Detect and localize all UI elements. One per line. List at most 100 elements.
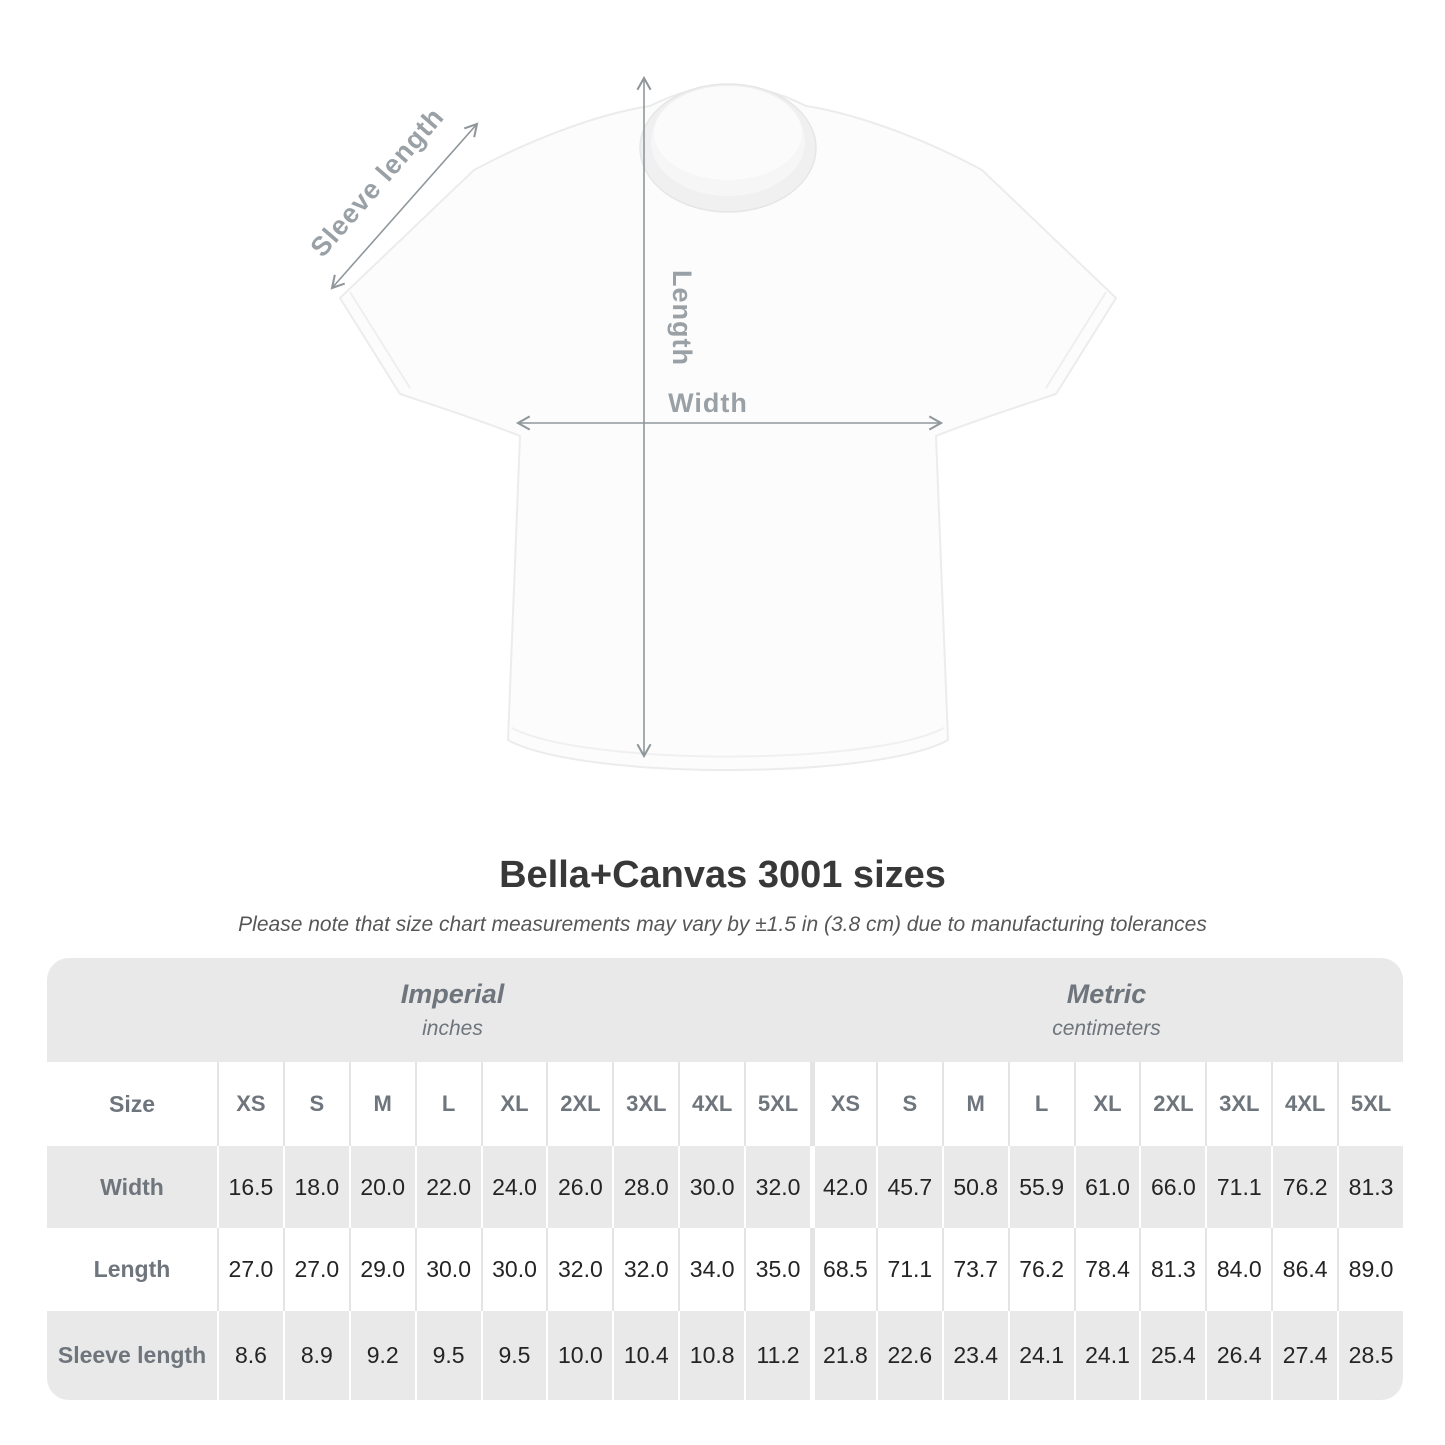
metric-unit-header: Metric centimeters (810, 958, 1403, 1062)
measurement-value: 26.4 (1205, 1311, 1272, 1400)
measurement-value: 9.5 (480, 1311, 547, 1400)
measurement-value: 76.2 (1271, 1146, 1338, 1228)
measurement-value: 21.8 (809, 1311, 876, 1400)
size-column-header: 4XL (1271, 1062, 1338, 1146)
measurement-value: 32.0 (612, 1228, 679, 1311)
metric-label: Metric (1066, 979, 1147, 1009)
size-column-header: M (348, 1062, 415, 1146)
tshirt-measurement-diagram: Sleeve length Length Width (305, 75, 1117, 771)
measurement-value: 81.3 (1337, 1146, 1403, 1228)
measurement-value: 71.1 (1205, 1146, 1272, 1228)
measurement-value: 9.5 (414, 1311, 481, 1400)
page-title: Bella+Canvas 3001 sizes (499, 854, 946, 896)
measurement-value: 71.1 (875, 1228, 942, 1311)
size-column-header: 2XL (546, 1062, 613, 1146)
measurement-value: 27.0 (282, 1228, 349, 1311)
measurement-value: 29.0 (348, 1228, 415, 1311)
measurement-value: 73.7 (941, 1228, 1008, 1311)
measurement-value: 68.5 (809, 1228, 876, 1311)
size-row-header: Size (47, 1062, 217, 1146)
size-column-header: 3XL (612, 1062, 679, 1146)
measurement-value: 30.0 (678, 1146, 745, 1228)
left-cuff-seam (349, 291, 411, 389)
measurement-value: 30.0 (480, 1228, 547, 1311)
measurement-value: 10.4 (612, 1311, 679, 1400)
size-column-header: XS (217, 1062, 283, 1146)
measurement-value: 9.2 (348, 1311, 415, 1400)
size-column-header: L (414, 1062, 481, 1146)
measurement-value: 11.2 (744, 1311, 810, 1400)
measurement-value: 10.0 (546, 1311, 613, 1400)
measurement-value: 22.0 (414, 1146, 481, 1228)
measurement-value: 22.6 (875, 1311, 942, 1400)
measurement-value: 66.0 (1139, 1146, 1206, 1228)
measurement-value: 23.4 (941, 1311, 1008, 1400)
size-column-header: XS (809, 1062, 876, 1146)
right-cuff-seam (1045, 291, 1107, 389)
measurement-value: 27.4 (1271, 1311, 1338, 1400)
measurement-value: 20.0 (348, 1146, 415, 1228)
measurement-value: 16.5 (217, 1146, 283, 1228)
width-label: Width (668, 388, 748, 418)
measurement-value: 27.0 (217, 1228, 283, 1311)
imperial-unit-header: Imperial inches (47, 958, 810, 1062)
size-column-header: 3XL (1205, 1062, 1272, 1146)
measurement-value: 18.0 (282, 1146, 349, 1228)
sleeve-length-dimension-arrow (330, 122, 479, 290)
measurement-value: 28.5 (1337, 1311, 1403, 1400)
size-grid: Size XS S M L XL 2XL 3XL 4XL 5XL XS S M L XL 2XL 3XL 4XL 5… (47, 1062, 1403, 1400)
table-row: Sleeve length 8.6 8.9 9.2 9.5 9.5 10.0 10.4 10.8… (47, 1311, 1403, 1400)
measurement-value: 78.4 (1073, 1228, 1140, 1311)
hem-seam (511, 727, 945, 758)
measurement-value: 10.8 (678, 1311, 745, 1400)
size-chart-table: Imperial inches Metric centimeters Size X… (47, 958, 1403, 1400)
size-column-header: 5XL (744, 1062, 810, 1146)
unit-header-band: Imperial inches Metric centimeters (47, 958, 1403, 1062)
tshirt-neck-back-panel (654, 86, 802, 180)
measurement-value: 25.4 (1139, 1311, 1206, 1400)
measurement-value: 28.0 (612, 1146, 679, 1228)
size-column-header: 2XL (1139, 1062, 1206, 1146)
measurement-value: 34.0 (678, 1228, 745, 1311)
measurement-value: 24.1 (1073, 1311, 1140, 1400)
imperial-label: Imperial (400, 979, 505, 1009)
size-column-header: XL (480, 1062, 547, 1146)
metric-unit-name: centimeters (1052, 1017, 1161, 1040)
measurement-value: 32.0 (546, 1228, 613, 1311)
measurement-value: 89.0 (1337, 1228, 1403, 1311)
measurement-value: 50.8 (941, 1146, 1008, 1228)
measurement-value: 30.0 (414, 1228, 481, 1311)
measurement-row-label: Length (47, 1228, 217, 1311)
measurement-value: 8.9 (282, 1311, 349, 1400)
measurement-row-label: Width (47, 1146, 217, 1228)
size-column-header: M (941, 1062, 1008, 1146)
size-column-header: 5XL (1337, 1062, 1403, 1146)
measurement-value: 61.0 (1073, 1146, 1140, 1228)
tolerance-note: Please note that size chart measurements… (238, 913, 1207, 936)
measurement-value: 26.0 (546, 1146, 613, 1228)
size-column-header: S (875, 1062, 942, 1146)
measurement-value: 86.4 (1271, 1228, 1338, 1311)
measurement-value: 45.7 (875, 1146, 942, 1228)
measurement-value: 84.0 (1205, 1228, 1272, 1311)
table-row: Length 27.0 27.0 29.0 30.0 30.0 32.0 32.0 34.0 35… (47, 1228, 1403, 1311)
measurement-value: 76.2 (1007, 1228, 1074, 1311)
measurement-value: 8.6 (217, 1311, 283, 1400)
measurement-value: 35.0 (744, 1228, 810, 1311)
size-column-header: XL (1073, 1062, 1140, 1146)
measurement-value: 81.3 (1139, 1228, 1206, 1311)
tshirt-illustration (339, 83, 1117, 771)
size-column-header: S (282, 1062, 349, 1146)
size-column-header: 4XL (678, 1062, 745, 1146)
measurement-value: 24.0 (480, 1146, 547, 1228)
table-row: Size XS S M L XL 2XL 3XL 4XL 5XL XS S M L XL 2XL 3XL 4XL 5… (47, 1062, 1403, 1146)
measurement-value: 24.1 (1007, 1311, 1074, 1400)
measurement-row-label: Sleeve length (47, 1311, 217, 1400)
measurement-value: 55.9 (1007, 1146, 1074, 1228)
measurement-value: 42.0 (809, 1146, 876, 1228)
imperial-unit-name: inches (422, 1017, 483, 1040)
length-label: Length (667, 270, 697, 366)
table-row: Width 16.5 18.0 20.0 22.0 24.0 26.0 28.0 30.0 32.… (47, 1146, 1403, 1228)
measurement-value: 32.0 (744, 1146, 810, 1228)
size-column-header: L (1007, 1062, 1074, 1146)
